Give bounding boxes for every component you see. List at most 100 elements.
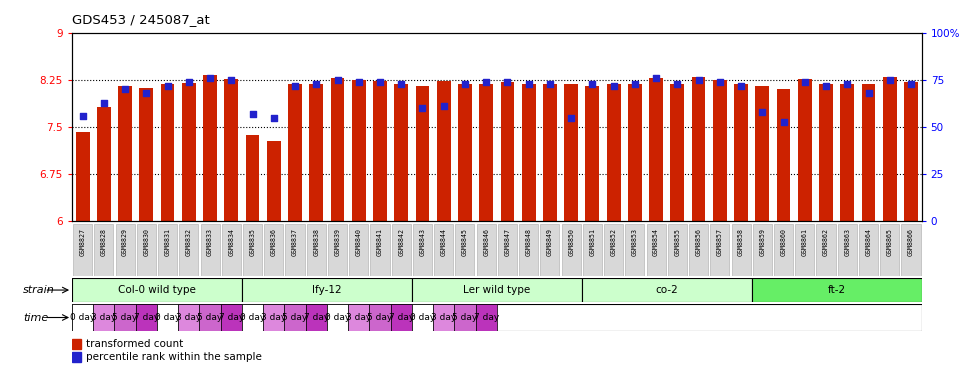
- Bar: [582, 278, 752, 302]
- Bar: [777, 90, 790, 221]
- Bar: [225, 79, 238, 221]
- Bar: [412, 278, 582, 302]
- Bar: [691, 77, 706, 221]
- Text: 5 day: 5 day: [282, 313, 307, 322]
- Bar: [179, 304, 200, 331]
- Text: 7 day: 7 day: [389, 313, 414, 322]
- Text: GSM8844: GSM8844: [441, 228, 446, 255]
- FancyBboxPatch shape: [646, 224, 665, 276]
- Bar: [861, 85, 876, 221]
- FancyBboxPatch shape: [795, 224, 814, 276]
- Text: GSM8829: GSM8829: [122, 228, 128, 255]
- Point: [755, 109, 770, 115]
- Text: GSM8853: GSM8853: [632, 228, 637, 255]
- Text: 7 day: 7 day: [133, 313, 159, 322]
- Bar: [204, 75, 217, 221]
- Text: co-2: co-2: [656, 285, 678, 295]
- Bar: [521, 85, 536, 221]
- FancyBboxPatch shape: [689, 224, 708, 276]
- Bar: [412, 304, 433, 331]
- Point: [670, 81, 685, 87]
- FancyBboxPatch shape: [583, 224, 602, 276]
- Bar: [628, 85, 642, 221]
- Text: 5 day: 5 day: [112, 313, 137, 322]
- Text: GSM8838: GSM8838: [313, 228, 320, 255]
- Text: Col-0 wild type: Col-0 wild type: [118, 285, 196, 295]
- Bar: [713, 80, 727, 221]
- Text: 0 day: 0 day: [240, 313, 265, 322]
- Text: GSM8841: GSM8841: [377, 228, 383, 255]
- FancyBboxPatch shape: [816, 224, 835, 276]
- Point: [117, 87, 132, 93]
- Text: 5 day: 5 day: [368, 313, 393, 322]
- Point: [415, 105, 430, 111]
- FancyBboxPatch shape: [285, 224, 304, 276]
- Bar: [72, 352, 81, 362]
- Text: GSM8830: GSM8830: [143, 228, 150, 255]
- Text: strain: strain: [23, 285, 55, 295]
- Text: GSM8827: GSM8827: [80, 228, 85, 255]
- Point: [818, 83, 833, 89]
- FancyBboxPatch shape: [413, 224, 432, 276]
- Bar: [305, 304, 326, 331]
- FancyBboxPatch shape: [371, 224, 390, 276]
- FancyBboxPatch shape: [264, 224, 283, 276]
- Point: [564, 115, 579, 121]
- Bar: [395, 85, 408, 221]
- Bar: [734, 85, 748, 221]
- FancyBboxPatch shape: [180, 224, 199, 276]
- Bar: [607, 85, 620, 221]
- Bar: [76, 132, 89, 221]
- FancyBboxPatch shape: [136, 224, 156, 276]
- Point: [96, 100, 111, 106]
- Bar: [883, 77, 897, 221]
- Bar: [330, 78, 345, 221]
- Text: GSM8861: GSM8861: [802, 228, 807, 255]
- FancyBboxPatch shape: [732, 224, 751, 276]
- Text: GSM8863: GSM8863: [844, 228, 851, 255]
- Bar: [156, 304, 179, 331]
- Text: GSM8848: GSM8848: [526, 228, 532, 255]
- Bar: [263, 304, 284, 331]
- Point: [181, 79, 197, 85]
- FancyBboxPatch shape: [73, 224, 92, 276]
- Point: [457, 81, 472, 87]
- Bar: [326, 304, 348, 331]
- Point: [436, 104, 451, 109]
- Text: 0 day: 0 day: [155, 313, 180, 322]
- Text: GSM8843: GSM8843: [420, 228, 425, 255]
- Point: [372, 79, 388, 85]
- Bar: [543, 85, 557, 221]
- Bar: [798, 79, 812, 221]
- Bar: [391, 304, 412, 331]
- FancyBboxPatch shape: [710, 224, 730, 276]
- Bar: [670, 85, 684, 221]
- Text: 5 day: 5 day: [198, 313, 223, 322]
- Bar: [114, 304, 135, 331]
- Point: [882, 77, 898, 83]
- Bar: [160, 85, 175, 221]
- Text: 7 day: 7 day: [219, 313, 244, 322]
- Text: GSM8860: GSM8860: [780, 228, 786, 255]
- Point: [203, 75, 218, 81]
- Bar: [475, 304, 497, 331]
- Point: [903, 81, 919, 87]
- Text: 5 day: 5 day: [452, 313, 477, 322]
- Bar: [72, 304, 93, 331]
- Bar: [454, 304, 475, 331]
- FancyBboxPatch shape: [519, 224, 539, 276]
- FancyBboxPatch shape: [540, 224, 560, 276]
- Text: 7 day: 7 day: [473, 313, 499, 322]
- Text: GSM8858: GSM8858: [738, 228, 744, 255]
- Text: GSM8840: GSM8840: [356, 228, 362, 255]
- Bar: [904, 82, 918, 221]
- Text: 3 day: 3 day: [177, 313, 202, 322]
- Text: GSM8835: GSM8835: [250, 228, 255, 255]
- Text: GSM8859: GSM8859: [759, 228, 765, 255]
- Text: GSM8845: GSM8845: [462, 228, 468, 255]
- Text: GSM8837: GSM8837: [292, 228, 298, 255]
- Text: GSM8836: GSM8836: [271, 228, 276, 255]
- Text: GSM8854: GSM8854: [653, 228, 660, 255]
- Text: 0 day: 0 day: [70, 313, 95, 322]
- FancyBboxPatch shape: [476, 224, 495, 276]
